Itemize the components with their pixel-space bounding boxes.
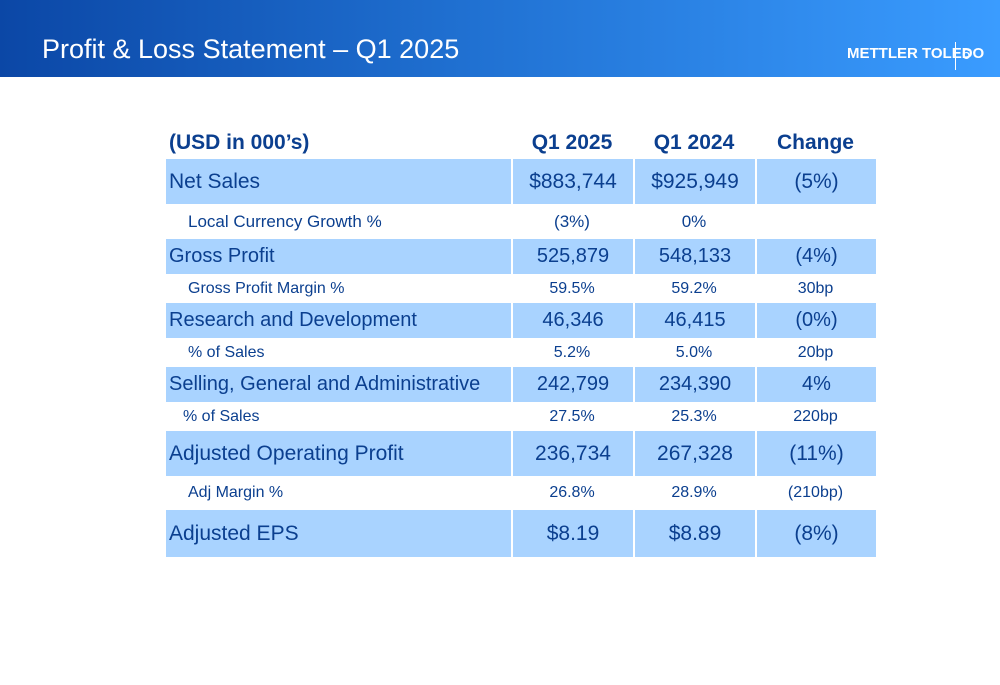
cell-q1-2024: $8.89 (633, 510, 755, 557)
cell-change: (8%) (755, 510, 876, 557)
column-header-q1-2025: Q1 2025 (531, 130, 613, 154)
cell-q1-2025: 5.2% (553, 343, 591, 361)
cell-q1-2024: 59.2% (671, 279, 717, 297)
table-row-sga-percent-sales: % of Sales 27.5% 25.3% 220bp (166, 402, 876, 431)
cell-q1-2025: 236,734 (511, 431, 633, 476)
row-label: % of Sales (188, 343, 265, 361)
table-row-rd-percent-sales: % of Sales 5.2% 5.0% 20bp (166, 338, 876, 367)
company-logo: METTLER TOLEDO (847, 45, 985, 62)
table-row-adj-margin: Adj Margin % 26.8% 28.9% (210bp) (166, 476, 876, 510)
table-row-adjusted-eps: Adjusted EPS $8.19 $8.89 (8%) (166, 510, 876, 557)
cell-q1-2025: 46,346 (511, 303, 633, 338)
cell-q1-2025: $8.19 (511, 510, 633, 557)
column-header-units: (USD in 000’s) (169, 130, 310, 154)
row-label: Selling, General and Administrative (166, 367, 511, 402)
cell-change: (11%) (755, 431, 876, 476)
cell-q1-2024: 28.9% (671, 484, 717, 501)
cell-q1-2025: (3%) (554, 211, 590, 231)
cell-q1-2025: 27.5% (549, 407, 595, 425)
table-row-net-sales: Net Sales $883,744 $925,949 (5%) (166, 159, 876, 204)
cell-q1-2024: $925,949 (633, 159, 755, 204)
row-label: Adj Margin % (188, 484, 284, 501)
row-label: Local Currency Growth % (188, 211, 382, 231)
cell-change: (0%) (755, 303, 876, 338)
row-label: % of Sales (183, 407, 260, 425)
row-label: Adjusted EPS (166, 510, 511, 557)
cell-change: 4% (755, 367, 876, 402)
cell-q1-2024: 234,390 (633, 367, 755, 402)
row-label: Adjusted Operating Profit (166, 431, 511, 476)
cell-change: (5%) (755, 159, 876, 204)
page-title: Profit & Loss Statement – Q1 2025 (42, 34, 460, 64)
cell-q1-2025: 26.8% (549, 484, 595, 501)
profit-loss-table: (USD in 000’s) Q1 2025 Q1 2024 Change Ne… (166, 126, 876, 557)
title-bar: Profit & Loss Statement – Q1 2025 METTLE… (0, 0, 1000, 77)
cell-change: 30bp (797, 279, 834, 297)
cell-q1-2025: 242,799 (511, 367, 633, 402)
row-label: Net Sales (166, 159, 511, 204)
cell-q1-2024: 5.0% (675, 343, 713, 361)
table-row-gross-profit: Gross Profit 525,879 548,133 (4%) (166, 239, 876, 274)
cell-q1-2024: 548,133 (633, 239, 755, 274)
cell-change: 220bp (793, 407, 838, 425)
cell-q1-2024: 267,328 (633, 431, 755, 476)
column-header-q1-2024: Q1 2024 (653, 130, 735, 154)
row-label: Gross Profit Margin % (188, 279, 345, 297)
cell-change: (210bp) (787, 484, 844, 501)
cell-change (755, 204, 876, 239)
row-label: Research and Development (166, 303, 511, 338)
table-header-row: (USD in 000’s) Q1 2025 Q1 2024 Change (166, 126, 876, 159)
table-row-research-development: Research and Development 46,346 46,415 (… (166, 303, 876, 338)
cell-q1-2024: 0% (681, 211, 707, 231)
cell-q1-2024: 46,415 (633, 303, 755, 338)
cell-q1-2025: 525,879 (511, 239, 633, 274)
cell-q1-2024: 25.3% (671, 407, 717, 425)
table-row-sga: Selling, General and Administrative 242,… (166, 367, 876, 402)
cell-q1-2025: $883,744 (511, 159, 633, 204)
cell-change: 20bp (797, 343, 834, 361)
cell-q1-2025: 59.5% (549, 279, 595, 297)
row-label: Gross Profit (166, 239, 511, 274)
header-divider (955, 42, 956, 70)
table-row-adjusted-operating-profit: Adjusted Operating Profit 236,734 267,32… (166, 431, 876, 476)
table-row-local-currency-growth: Local Currency Growth % (3%) 0% (166, 204, 876, 239)
cell-change: (4%) (755, 239, 876, 274)
page-number: 6 (962, 46, 971, 63)
column-header-change: Change (776, 130, 854, 154)
table-row-gross-profit-margin: Gross Profit Margin % 59.5% 59.2% 30bp (166, 274, 876, 303)
